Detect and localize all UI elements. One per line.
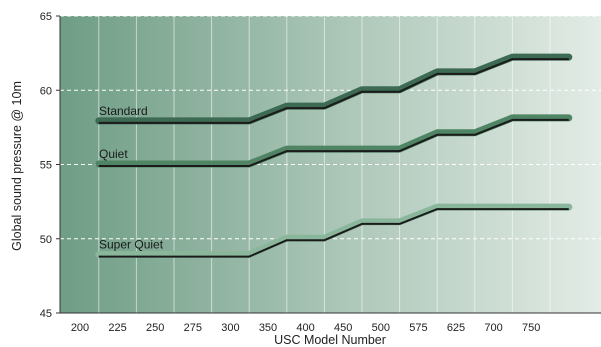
horizontal-grid [60, 15, 601, 240]
series-label-super-quiet: Super Quiet [99, 238, 164, 252]
x-tick-label: 450 [334, 322, 352, 334]
y-tick-label: 60 [40, 85, 52, 97]
series-band-quiet [95, 114, 573, 168]
series-line-quiet [98, 118, 569, 167]
x-tick-label: 250 [146, 322, 164, 334]
x-tick-label: 700 [484, 322, 502, 334]
y-tick-label: 50 [40, 234, 52, 246]
x-tick-label: 750 [522, 322, 540, 334]
y-tick-label: 65 [40, 11, 52, 23]
x-tick-label: 275 [184, 322, 202, 334]
x-tick-label: 500 [372, 322, 390, 334]
series-label-standard: Standard [99, 104, 148, 118]
series-band-standard [95, 53, 573, 125]
y-axis-title: Global sound pressure @ 10m [10, 81, 24, 251]
x-tick-label: 200 [71, 322, 89, 334]
series-labels: Standard Quiet Super Quiet [99, 104, 164, 252]
series-line-super-quiet [98, 208, 569, 258]
x-tick-label: 225 [108, 322, 126, 334]
x-tick-label: 350 [259, 322, 277, 334]
y-tick-label: 45 [40, 308, 52, 320]
x-tick-label: 625 [447, 322, 465, 334]
x-tick-labels: 200 225 250 275 300 350 400 450 500 575 625 700 750 [71, 322, 541, 334]
x-tick-label: 300 [221, 322, 239, 334]
y-tick-label: 55 [40, 160, 52, 172]
series-label-quiet: Quiet [99, 147, 128, 161]
x-tick-label: 400 [296, 322, 314, 334]
y-tick-labels: 45 50 55 60 65 [40, 11, 60, 320]
series-band-super-quiet [95, 203, 573, 259]
series-line-standard [98, 58, 569, 124]
x-axis-title: USC Model Number [274, 333, 386, 347]
series-layer [95, 53, 573, 259]
x-tick-label: 575 [409, 322, 427, 334]
